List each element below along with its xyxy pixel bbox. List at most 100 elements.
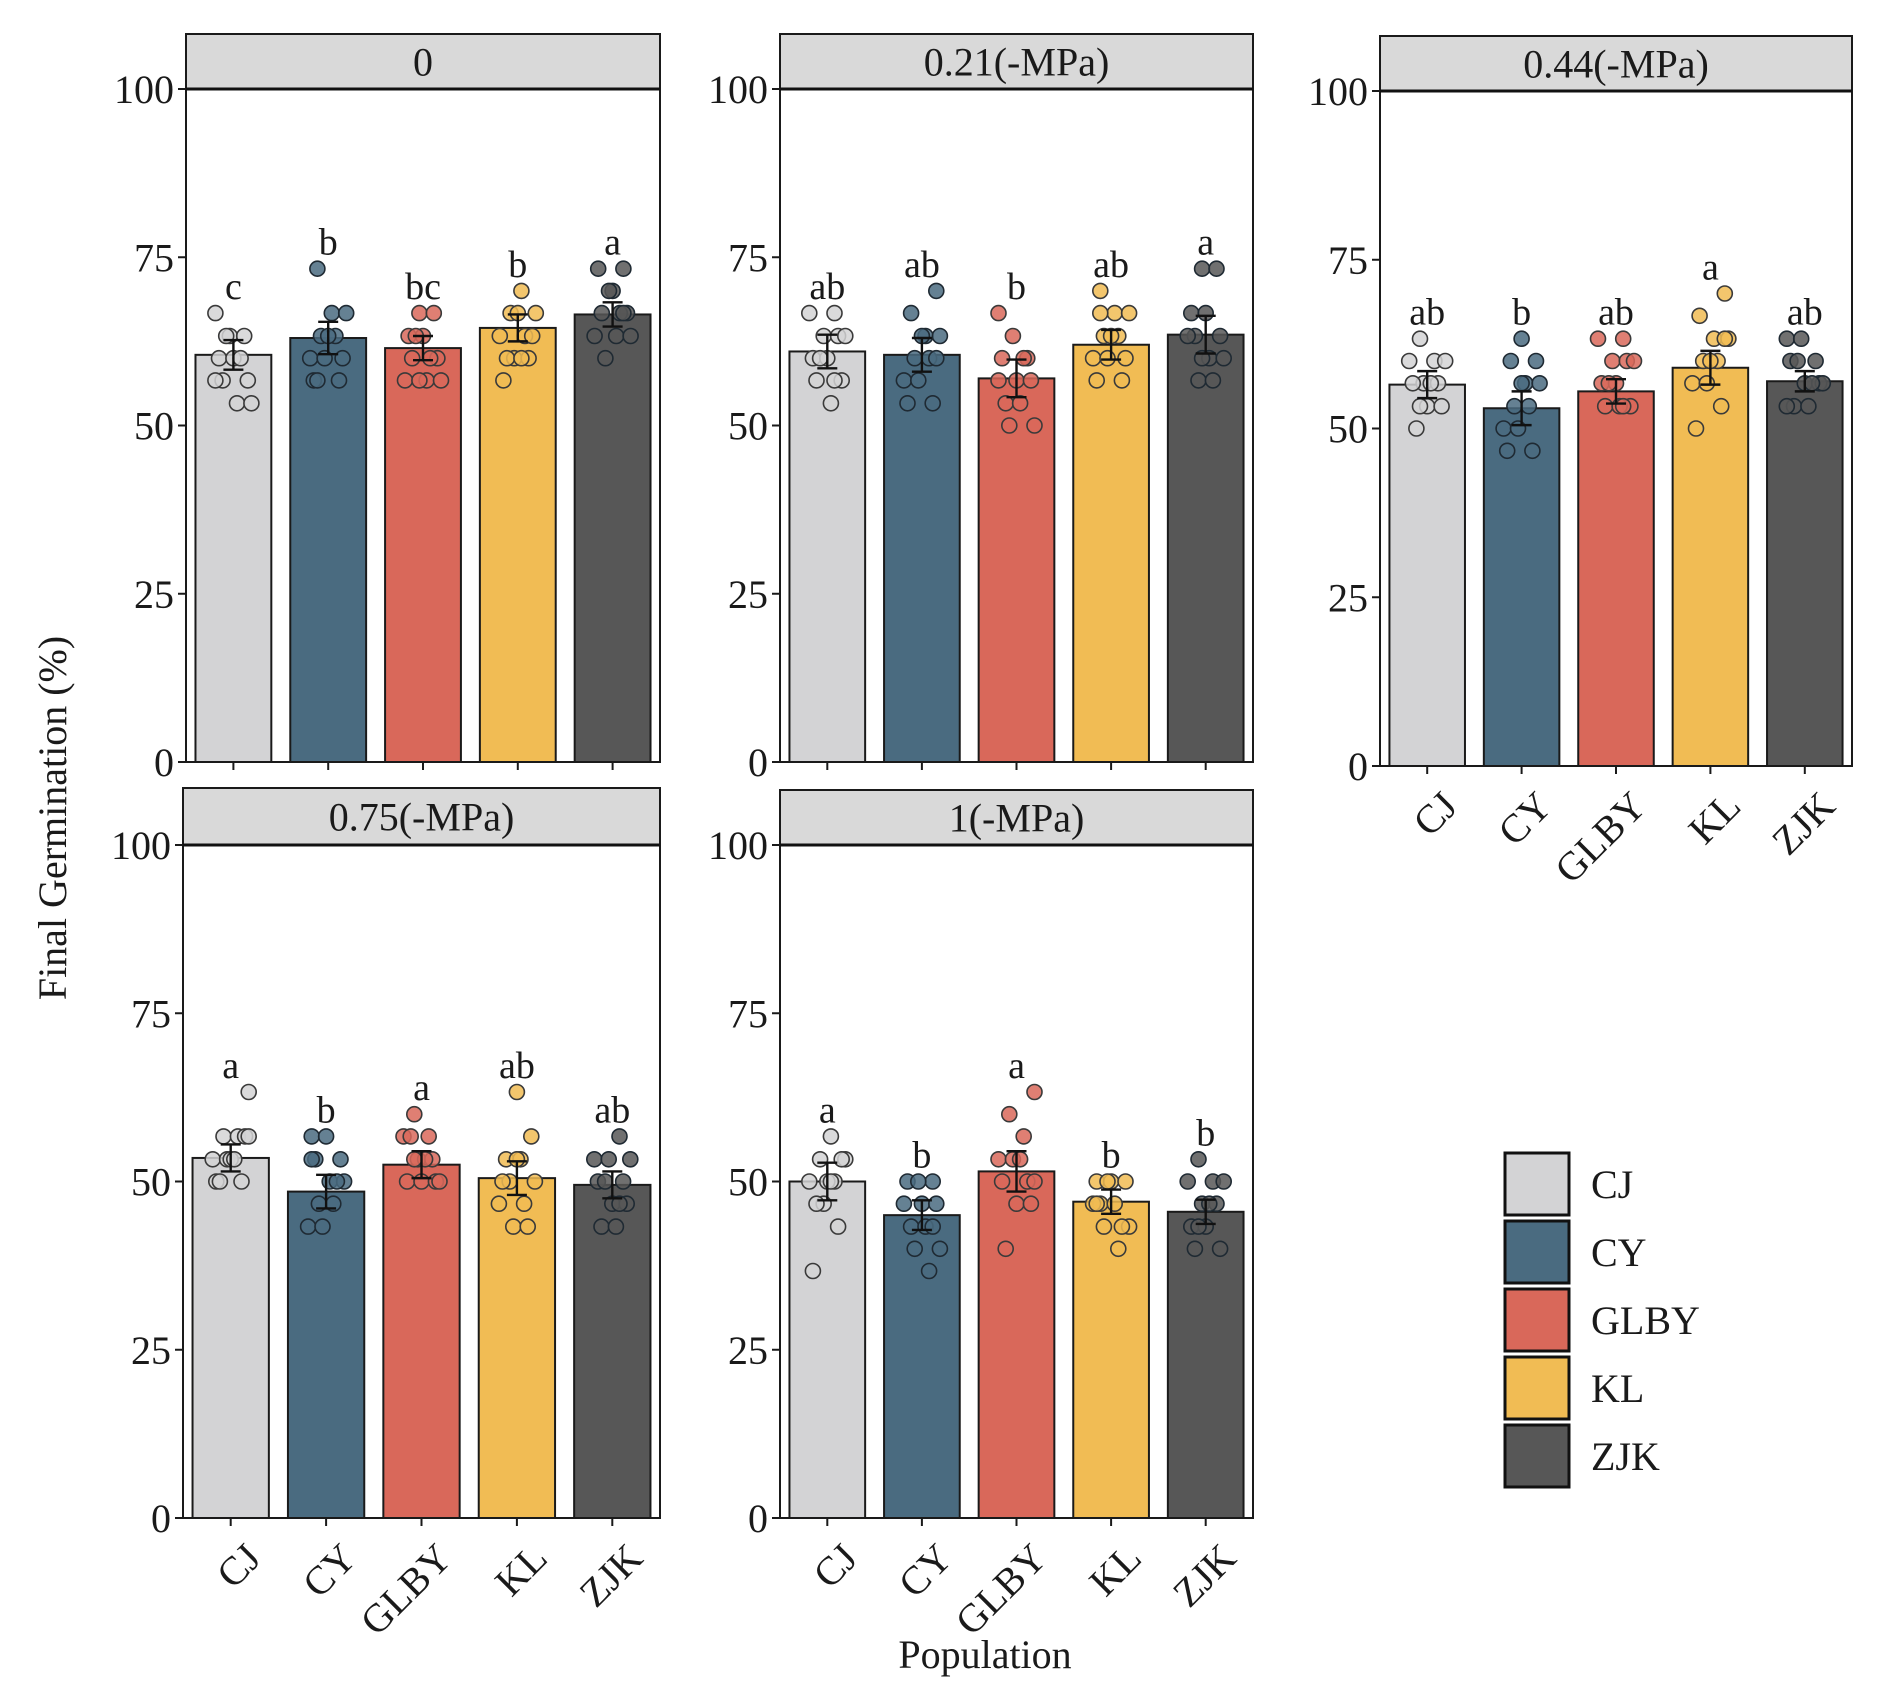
data-point (1120, 304, 1138, 322)
bar (1388, 383, 1466, 767)
data-point (1011, 394, 1029, 412)
data-point (931, 1240, 949, 1258)
data-point (1084, 349, 1102, 367)
bar (1577, 390, 1655, 767)
data-point (993, 1173, 1011, 1190)
facet-panel: 0.21(-MPa) 0 25 50 75 100 ab ab b ab a (708, 33, 1254, 785)
data-point (405, 1150, 423, 1168)
significance-letter: ab (1093, 244, 1129, 286)
significance-letter: ab (904, 244, 940, 286)
x-tick-label: GLBY (1546, 783, 1655, 892)
facet-panel: 0 0 25 50 75 100 c b bc b a (114, 33, 661, 785)
data-point (836, 327, 854, 345)
bar (384, 347, 462, 763)
data-point (330, 372, 348, 389)
y-tick-label: 75 (134, 235, 174, 280)
bar (977, 1170, 1056, 1520)
data-point (1524, 442, 1541, 460)
x-tick-label: KL (1680, 783, 1750, 853)
data-point (1117, 349, 1134, 367)
data-point (1022, 372, 1040, 389)
y-tick-label: 0 (154, 740, 174, 785)
y-tick-label: 50 (134, 404, 174, 449)
y-tick-label: 25 (131, 1328, 171, 1373)
bar (477, 1177, 557, 1519)
data-point (527, 304, 545, 322)
data-point (1495, 420, 1512, 437)
data-point (1208, 260, 1225, 277)
data-point (600, 282, 618, 300)
data-point (398, 1173, 416, 1190)
legend-swatch (1503, 1151, 1571, 1217)
data-point (1106, 304, 1123, 322)
significance-letter: b (508, 244, 527, 286)
bar (788, 1180, 867, 1519)
data-point (491, 327, 509, 345)
facet-strip (185, 33, 661, 90)
panels-layer: 00255075100cbbcba0.21(-MPa)0255075100aba… (111, 33, 1853, 1644)
significance-letter: ab (499, 1045, 535, 1087)
data-point (1807, 352, 1824, 370)
data-point (1179, 327, 1196, 345)
data-point (1411, 330, 1429, 348)
legend-label: GLBY (1591, 1298, 1700, 1343)
data-point (1716, 330, 1734, 348)
facet-panel: 1(-MPa) 0 25 50 75 100 a CJ b CY a GLBY b KL b ZJK (708, 789, 1254, 1644)
y-tick-label: 25 (728, 572, 768, 617)
data-point (1778, 397, 1796, 415)
data-point (1095, 1218, 1113, 1235)
data-point (906, 1240, 924, 1258)
data-point (1026, 1083, 1043, 1101)
data-point (1211, 1240, 1229, 1258)
data-point (1026, 417, 1043, 434)
data-point (301, 349, 319, 367)
data-point (432, 372, 450, 389)
data-point (615, 260, 632, 277)
y-tick-label: 100 (114, 67, 174, 112)
data-point (1117, 1173, 1134, 1190)
bar (191, 1156, 270, 1519)
significance-letter: a (1197, 222, 1214, 264)
data-point (1433, 397, 1450, 415)
legend-swatch (1503, 1287, 1571, 1353)
significance-letter: c (225, 266, 242, 308)
x-tick-label: CY (1489, 783, 1560, 854)
data-point (523, 327, 541, 345)
data-point (337, 304, 355, 322)
legend: CJ CY GLBY KL ZJK (1503, 1151, 1700, 1489)
data-point (1520, 397, 1538, 415)
data-point (240, 1128, 257, 1145)
data-point (323, 304, 341, 322)
data-point (1186, 1240, 1204, 1258)
data-point (495, 372, 512, 389)
data-point (1092, 304, 1109, 322)
data-point (226, 1150, 243, 1168)
bar (1766, 380, 1844, 767)
data-point (1015, 349, 1033, 367)
data-point (232, 349, 249, 367)
data-point (332, 1150, 349, 1168)
y-tick-label: 0 (748, 740, 768, 785)
y-tick-label: 75 (728, 235, 768, 280)
data-point (614, 1173, 632, 1190)
data-point (515, 1195, 533, 1213)
data-point (615, 304, 632, 322)
significance-letter: b (1512, 292, 1531, 334)
data-point (228, 394, 246, 412)
data-point (586, 327, 603, 345)
data-point (526, 1173, 544, 1190)
data-point (1509, 420, 1527, 437)
data-point (1506, 397, 1523, 415)
x-tick-label: CY (890, 1535, 961, 1606)
data-point (1113, 372, 1131, 389)
significance-letter: b (317, 1089, 336, 1131)
data-point (1404, 374, 1422, 392)
data-point (1527, 352, 1545, 370)
data-point (899, 394, 916, 412)
y-tick-label: 0 (748, 1496, 768, 1541)
data-point (800, 1173, 818, 1190)
data-point (829, 1218, 847, 1235)
significance-letter: a (604, 222, 621, 264)
data-point (589, 260, 607, 277)
